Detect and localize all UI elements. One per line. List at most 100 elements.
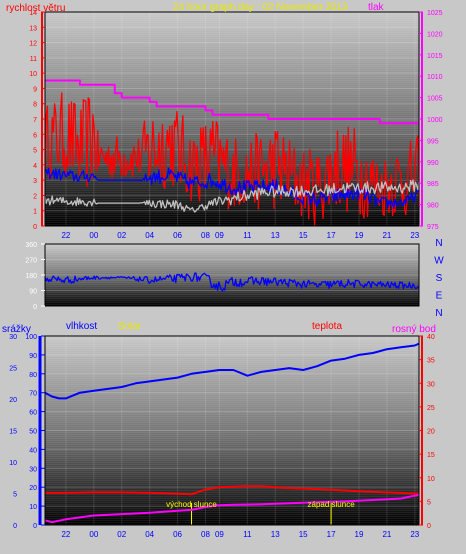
- rain-tick-label: 10: [9, 460, 17, 467]
- y-axis-tick-label: 40: [29, 447, 37, 454]
- time-tick-label: 09: [215, 231, 224, 240]
- y2-axis-tick-label: 30: [427, 381, 435, 388]
- series-line: [45, 79, 419, 125]
- compass-label: N: [435, 238, 442, 249]
- series-line: [44, 342, 420, 400]
- time-tick-label: 21: [382, 231, 391, 240]
- y2-axis-tick-label: 40: [427, 334, 435, 341]
- time-tick-label: 02: [117, 231, 126, 240]
- y2-axis-tick-label: 5: [427, 499, 431, 506]
- y-axis-tick-label: 0: [33, 523, 37, 530]
- rain-tick-label: 25: [9, 366, 17, 373]
- rain-tick-label: 30: [9, 334, 17, 341]
- y2-axis-tick-label: 1020: [427, 31, 443, 38]
- direction-plot-texture: [45, 244, 419, 306]
- y2-axis-tick-label: 1025: [427, 10, 443, 17]
- solar-annotation: západ slunce: [308, 500, 356, 509]
- time-tick-label: 21: [382, 530, 391, 539]
- chart-title: 24 hour graph day : 02 November 2013: [173, 2, 348, 13]
- y-axis-tick-label: 1: [33, 209, 37, 216]
- y-axis-tick-label: 270: [25, 258, 37, 265]
- time-tick-label: 17: [327, 231, 336, 240]
- y2-axis-tick-label: 10: [427, 476, 435, 483]
- time-tick-label: 19: [355, 530, 364, 539]
- series-line: [44, 179, 420, 213]
- series-line: [45, 485, 420, 496]
- y2-axis-tick-label: 25: [427, 405, 435, 412]
- y-axis-tick-label: 90: [29, 289, 37, 296]
- y-axis-tick-label: 180: [25, 273, 37, 280]
- compass-label: E: [436, 291, 443, 302]
- time-tick-label: 08: [201, 530, 210, 539]
- y2-axis-tick-label: 1010: [427, 74, 443, 81]
- series-line: [44, 272, 420, 292]
- rain-tick-label: 20: [9, 397, 17, 404]
- time-tick-label: 06: [173, 530, 182, 539]
- time-tick-label: 09: [215, 530, 224, 539]
- compass-label: N: [435, 308, 442, 319]
- y-axis-tick-label: 20: [29, 485, 37, 492]
- time-tick-label: 00: [89, 231, 98, 240]
- time-tick-label: 13: [271, 231, 280, 240]
- y2-axis-tick-label: 995: [427, 138, 439, 145]
- y-axis-tick-label: 13: [29, 25, 37, 32]
- y2-axis-tick-label: 35: [427, 358, 435, 365]
- time-tick-label: 08: [201, 231, 210, 240]
- temperature-label: teplota: [312, 321, 342, 332]
- humidity-label: vlhkost: [66, 321, 97, 332]
- y-axis-tick-label: 50: [29, 429, 37, 436]
- solar-annotation: východ slunce: [166, 500, 217, 509]
- time-tick-label: 17: [327, 530, 336, 539]
- rain-tick-label: 0: [13, 523, 17, 530]
- y2-axis-tick-label: 1000: [427, 117, 443, 124]
- y-axis-tick-label: 14: [29, 10, 37, 17]
- time-tick-label: 22: [61, 530, 70, 539]
- y2-axis-tick-label: 990: [427, 160, 439, 167]
- y2-axis-tick-label: 985: [427, 181, 439, 188]
- y-axis-tick-label: 2: [33, 193, 37, 200]
- y-axis-tick-label: 3: [33, 178, 37, 185]
- time-tick-label: 11: [243, 231, 252, 240]
- dewpoint-label: rosný bod: [392, 324, 436, 335]
- y-axis-tick-label: 0: [33, 304, 37, 311]
- time-tick-label: 23: [410, 530, 419, 539]
- y-axis-tick-label: 100: [25, 334, 37, 341]
- compass-label: W: [434, 256, 444, 267]
- y-axis-tick-label: 360: [25, 242, 37, 249]
- y-axis-tick-label: 6: [33, 132, 37, 139]
- y-axis-tick-label: 7: [33, 117, 37, 124]
- time-tick-label: 00: [89, 530, 98, 539]
- y-axis-tick-label: 8: [33, 102, 37, 109]
- y-axis-tick-label: 90: [29, 353, 37, 360]
- y-axis-tick-label: 30: [29, 466, 37, 473]
- y-axis-tick-label: 12: [29, 41, 37, 48]
- y2-axis-tick-label: 20: [427, 429, 435, 436]
- time-tick-label: 06: [173, 231, 182, 240]
- y2-axis-tick-label: 15: [427, 452, 435, 459]
- series-line: [44, 493, 420, 524]
- y-axis-tick-label: 80: [29, 372, 37, 379]
- y2-axis-tick-label: 975: [427, 224, 439, 231]
- time-tick-label: 02: [117, 530, 126, 539]
- y2-axis-tick-label: 980: [427, 203, 439, 210]
- y-axis-tick-label: 10: [29, 504, 37, 511]
- pressure-label: tlak: [368, 2, 385, 13]
- humidity_temp-plot-texture: [45, 336, 419, 525]
- y-axis-tick-label: 9: [33, 86, 37, 93]
- time-tick-label: 19: [355, 231, 364, 240]
- wind-speed-label: rychlost větru: [6, 3, 65, 14]
- y-axis-tick-label: 5: [33, 148, 37, 155]
- y-axis-tick-label: 4: [33, 163, 37, 170]
- rain-tick-label: 5: [13, 492, 17, 499]
- rain-tick-label: 15: [9, 429, 17, 436]
- series-line: [44, 92, 420, 226]
- y-axis-tick-label: 11: [30, 56, 37, 63]
- y-axis-tick-label: 60: [29, 410, 37, 417]
- time-tick-label: 15: [299, 231, 308, 240]
- time-tick-label: 11: [243, 530, 252, 539]
- y-axis-tick-label: 0: [33, 224, 37, 231]
- solar-label: Solar: [118, 321, 142, 332]
- compass-label: S: [436, 273, 443, 284]
- time-tick-label: 23: [410, 231, 419, 240]
